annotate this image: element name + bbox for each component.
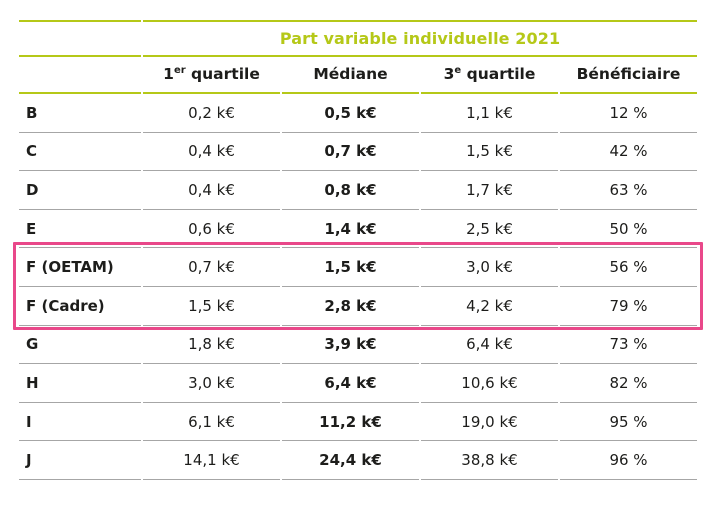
cell-median: 0,8 k€: [282, 171, 419, 210]
title-row-spacer: [19, 20, 141, 57]
cell-q3: 2,5 k€: [421, 210, 558, 249]
cell-q1: 3,0 k€: [143, 364, 280, 403]
cell-q3: 6,4 k€: [421, 326, 558, 365]
cell-beneficiary: 96 %: [560, 441, 698, 480]
cell-beneficiary: 12 %: [560, 94, 698, 133]
column-header-q3: 3e quartile: [421, 57, 558, 94]
cell-q3: 1,1 k€: [421, 94, 558, 133]
table-row-f-cadre: F (Cadre) 1,5 k€ 2,8 k€ 4,2 k€ 79 %: [19, 287, 698, 326]
cell-q3: 10,6 k€: [421, 364, 558, 403]
table-row-g: G 1,8 k€ 3,9 k€ 6,4 k€ 73 %: [19, 326, 698, 365]
cell-median: 1,4 k€: [282, 210, 419, 249]
cell-q1: 1,8 k€: [143, 326, 280, 365]
column-header-beneficiary: Bénéficiaire: [560, 57, 698, 94]
row-label: E: [19, 210, 141, 249]
cell-beneficiary: 63 %: [560, 171, 698, 210]
cell-q3: 19,0 k€: [421, 403, 558, 442]
cell-median: 24,4 k€: [282, 441, 419, 480]
column-header-median: Médiane: [282, 57, 419, 94]
table-row-e: E 0,6 k€ 1,4 k€ 2,5 k€ 50 %: [19, 210, 698, 249]
table-row-j: J 14,1 k€ 24,4 k€ 38,8 k€ 96 %: [19, 441, 698, 480]
cell-q1: 14,1 k€: [143, 441, 280, 480]
row-label: G: [19, 326, 141, 365]
row-label: F (Cadre): [19, 287, 141, 326]
table-header-row: 1er quartile Médiane 3e quartile Bénéfic…: [19, 57, 698, 94]
cell-beneficiary: 95 %: [560, 403, 698, 442]
row-label: I: [19, 403, 141, 442]
header-median-base: Médiane: [313, 65, 388, 84]
header-q3-base: 3: [443, 65, 455, 84]
table-row-c: C 0,4 k€ 0,7 k€ 1,5 k€ 42 %: [19, 133, 698, 172]
cell-q3: 38,8 k€: [421, 441, 558, 480]
cell-q1: 6,1 k€: [143, 403, 280, 442]
cell-beneficiary: 42 %: [560, 133, 698, 172]
header-q3-rest: quartile: [461, 65, 536, 84]
cell-median: 2,8 k€: [282, 287, 419, 326]
cell-q3: 4,2 k€: [421, 287, 558, 326]
cell-beneficiary: 82 %: [560, 364, 698, 403]
cell-beneficiary: 73 %: [560, 326, 698, 365]
table-row-b: B 0,2 k€ 0,5 k€ 1,1 k€ 12 %: [19, 94, 698, 133]
cell-q1: 0,2 k€: [143, 94, 280, 133]
cell-q1: 0,4 k€: [143, 133, 280, 172]
header-q1-rest: quartile: [185, 65, 260, 84]
cell-q3: 1,7 k€: [421, 171, 558, 210]
cell-q1: 0,4 k€: [143, 171, 280, 210]
cell-beneficiary: 56 %: [560, 248, 698, 287]
header-q3-sup: e: [454, 65, 462, 77]
table-row-i: I 6,1 k€ 11,2 k€ 19,0 k€ 95 %: [19, 403, 698, 442]
table-row-f-oetam: F (OETAM) 0,7 k€ 1,5 k€ 3,0 k€ 56 %: [19, 248, 698, 287]
row-label: F (OETAM): [19, 248, 141, 287]
cell-q1: 1,5 k€: [143, 287, 280, 326]
part-variable-table: Part variable individuelle 2021 1er quar…: [17, 20, 699, 480]
table-title-row: Part variable individuelle 2021: [19, 20, 698, 57]
cell-q3: 1,5 k€: [421, 133, 558, 172]
cell-median: 1,5 k€: [282, 248, 419, 287]
cell-beneficiary: 50 %: [560, 210, 698, 249]
row-label: J: [19, 441, 141, 480]
cell-beneficiary: 79 %: [560, 287, 698, 326]
cell-median: 0,5 k€: [282, 94, 419, 133]
cell-q1: 0,7 k€: [143, 248, 280, 287]
part-variable-table-wrap: Part variable individuelle 2021 1er quar…: [17, 20, 699, 480]
header-q1-base: 1: [163, 65, 174, 84]
column-header-q1: 1er quartile: [143, 57, 280, 94]
cell-median: 11,2 k€: [282, 403, 419, 442]
cell-median: 3,9 k€: [282, 326, 419, 365]
row-label: B: [19, 94, 141, 133]
cell-q1: 0,6 k€: [143, 210, 280, 249]
row-label: H: [19, 364, 141, 403]
row-label: D: [19, 171, 141, 210]
cell-q3: 3,0 k€: [421, 248, 558, 287]
table-row-d: D 0,4 k€ 0,8 k€ 1,7 k€ 63 %: [19, 171, 698, 210]
header-spacer: [19, 57, 141, 94]
cell-median: 0,7 k€: [282, 133, 419, 172]
cell-median: 6,4 k€: [282, 364, 419, 403]
page-title: Part variable individuelle 2021: [143, 20, 698, 57]
header-beneficiary-base: Bénéficiaire: [576, 65, 681, 84]
header-q1-sup: er: [173, 65, 186, 77]
table-row-h: H 3,0 k€ 6,4 k€ 10,6 k€ 82 %: [19, 364, 698, 403]
row-label: C: [19, 133, 141, 172]
